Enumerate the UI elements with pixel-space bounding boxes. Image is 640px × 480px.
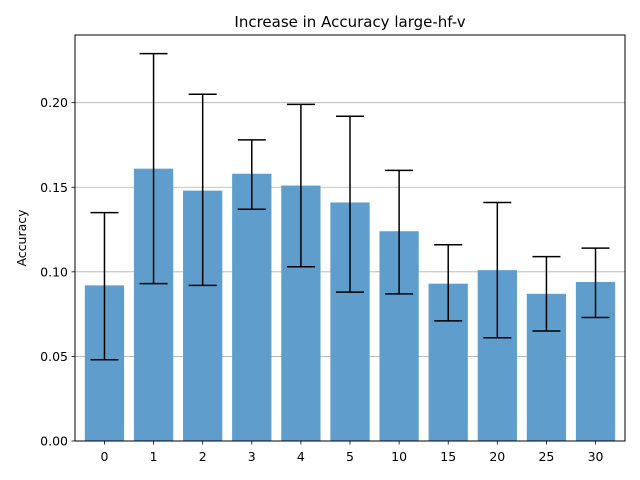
y-tick-label: 0.20 [40, 95, 68, 110]
x-tick-label: 1 [150, 449, 158, 464]
x-tick-label: 10 [391, 449, 407, 464]
x-tick-label: 30 [588, 449, 604, 464]
y-axis-label: Accuracy [14, 209, 29, 267]
x-tick-label: 5 [346, 449, 354, 464]
chart-title: Increase in Accuracy large-hf-v [234, 13, 465, 31]
x-tick-label: 4 [297, 449, 305, 464]
x-tick-label: 25 [538, 449, 554, 464]
x-tick-label: 20 [489, 449, 505, 464]
bar [232, 173, 272, 441]
y-axis-ticks: 0.00 0.05 0.10 0.15 0.20 [40, 95, 75, 449]
x-tick-label: 2 [199, 449, 207, 464]
x-tick-label: 0 [100, 449, 108, 464]
error-bars [90, 52, 610, 361]
bars [84, 168, 616, 441]
y-tick-label: 0.00 [40, 434, 68, 449]
x-axis-ticks: 0 1 2 3 4 5 10 15 20 25 30 [100, 441, 604, 464]
x-tick-label: 15 [440, 449, 456, 464]
y-tick-label: 0.10 [40, 264, 68, 279]
y-tick-label: 0.15 [40, 180, 68, 195]
x-tick-label: 3 [248, 449, 256, 464]
y-tick-label: 0.05 [40, 349, 68, 364]
